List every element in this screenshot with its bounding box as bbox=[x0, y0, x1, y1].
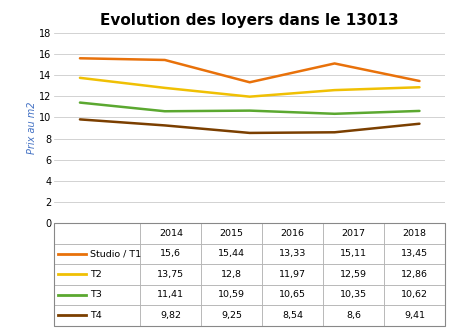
FancyBboxPatch shape bbox=[201, 223, 262, 244]
FancyBboxPatch shape bbox=[140, 264, 201, 285]
FancyBboxPatch shape bbox=[54, 244, 140, 264]
FancyBboxPatch shape bbox=[54, 264, 140, 285]
Text: T4: T4 bbox=[89, 311, 101, 320]
FancyBboxPatch shape bbox=[140, 223, 201, 244]
FancyBboxPatch shape bbox=[384, 305, 445, 326]
Text: Studio / T1: Studio / T1 bbox=[89, 249, 141, 259]
FancyBboxPatch shape bbox=[384, 244, 445, 264]
Text: 12,8: 12,8 bbox=[221, 270, 242, 279]
Text: 15,6: 15,6 bbox=[160, 249, 181, 259]
Text: 2015: 2015 bbox=[220, 229, 244, 238]
FancyBboxPatch shape bbox=[262, 223, 323, 244]
Text: 10,62: 10,62 bbox=[401, 291, 428, 299]
FancyBboxPatch shape bbox=[54, 285, 140, 305]
FancyBboxPatch shape bbox=[262, 244, 323, 264]
Title: Evolution des loyers dans le 13013: Evolution des loyers dans le 13013 bbox=[100, 13, 399, 28]
Text: 10,35: 10,35 bbox=[340, 291, 367, 299]
FancyBboxPatch shape bbox=[262, 285, 323, 305]
Text: 2018: 2018 bbox=[402, 229, 426, 238]
Text: 11,97: 11,97 bbox=[279, 270, 306, 279]
Text: 12,59: 12,59 bbox=[340, 270, 367, 279]
Text: 13,45: 13,45 bbox=[401, 249, 428, 259]
FancyBboxPatch shape bbox=[384, 285, 445, 305]
Text: 2016: 2016 bbox=[281, 229, 305, 238]
FancyBboxPatch shape bbox=[201, 305, 262, 326]
Text: 15,44: 15,44 bbox=[218, 249, 245, 259]
Text: T3: T3 bbox=[89, 291, 102, 299]
FancyBboxPatch shape bbox=[323, 264, 384, 285]
FancyBboxPatch shape bbox=[54, 223, 140, 244]
Text: 10,59: 10,59 bbox=[218, 291, 245, 299]
Text: 9,41: 9,41 bbox=[404, 311, 425, 320]
FancyBboxPatch shape bbox=[201, 244, 262, 264]
Text: 8,54: 8,54 bbox=[282, 311, 303, 320]
Text: 15,11: 15,11 bbox=[340, 249, 367, 259]
FancyBboxPatch shape bbox=[54, 305, 140, 326]
Text: 2014: 2014 bbox=[159, 229, 183, 238]
FancyBboxPatch shape bbox=[140, 244, 201, 264]
Text: 9,25: 9,25 bbox=[221, 311, 242, 320]
Text: 13,75: 13,75 bbox=[157, 270, 184, 279]
Y-axis label: Prix au m2: Prix au m2 bbox=[26, 102, 37, 154]
Text: 10,65: 10,65 bbox=[279, 291, 306, 299]
Text: 11,41: 11,41 bbox=[158, 291, 184, 299]
FancyBboxPatch shape bbox=[201, 264, 262, 285]
FancyBboxPatch shape bbox=[140, 285, 201, 305]
FancyBboxPatch shape bbox=[323, 285, 384, 305]
FancyBboxPatch shape bbox=[262, 264, 323, 285]
Text: 2017: 2017 bbox=[341, 229, 365, 238]
FancyBboxPatch shape bbox=[323, 244, 384, 264]
Text: 9,82: 9,82 bbox=[160, 311, 181, 320]
Text: 8,6: 8,6 bbox=[346, 311, 361, 320]
FancyBboxPatch shape bbox=[323, 305, 384, 326]
FancyBboxPatch shape bbox=[384, 264, 445, 285]
FancyBboxPatch shape bbox=[140, 305, 201, 326]
Text: T2: T2 bbox=[89, 270, 101, 279]
FancyBboxPatch shape bbox=[262, 305, 323, 326]
FancyBboxPatch shape bbox=[323, 223, 384, 244]
Text: 13,33: 13,33 bbox=[279, 249, 306, 259]
Text: 12,86: 12,86 bbox=[401, 270, 428, 279]
FancyBboxPatch shape bbox=[201, 285, 262, 305]
FancyBboxPatch shape bbox=[384, 223, 445, 244]
